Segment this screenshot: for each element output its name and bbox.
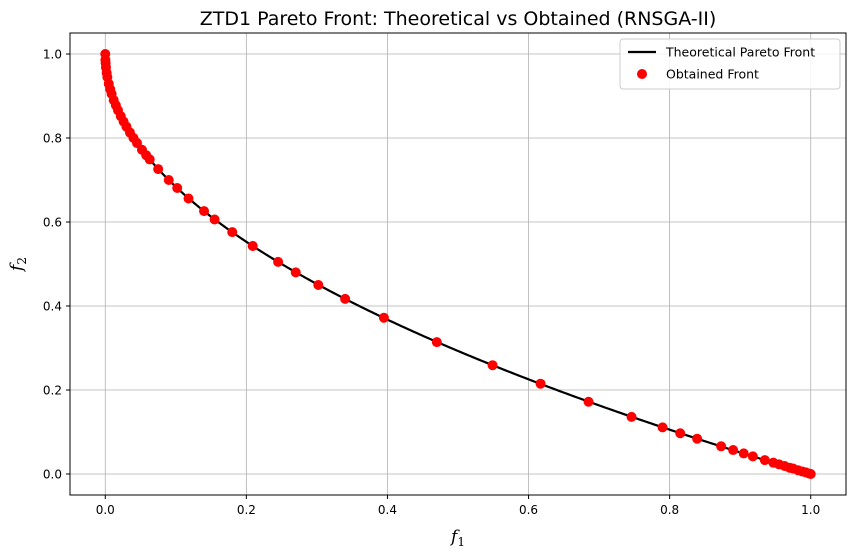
legend-label-obtained: Obtained Front (666, 67, 759, 82)
obtained-point (172, 182, 183, 193)
x-axis-ticks: 0.0 0.2 0.4 0.6 0.8 1.0 (96, 495, 820, 517)
x-tick-label: 0.6 (519, 503, 538, 517)
obtained-point (747, 451, 758, 462)
plot-area-frame (69, 32, 847, 496)
legend-label-theoretical: Theoretical Pareto Front (665, 45, 815, 60)
y-tick-label: 0.4 (43, 299, 62, 313)
x-axis-label: f1 (449, 527, 465, 549)
legend-marker-swatch (637, 69, 647, 79)
obtained-point (657, 422, 668, 433)
obtained-point (290, 267, 301, 278)
legend-box (619, 38, 841, 90)
y-axis-label-base: f (7, 262, 27, 273)
obtained-point (805, 469, 816, 479)
y-axis-label-subscript: 2 (15, 257, 29, 265)
obtained-point (153, 164, 164, 175)
obtained-point (716, 441, 727, 452)
obtained-point (431, 337, 442, 348)
x-axis-label-subscript: 1 (457, 535, 465, 549)
obtained-point (626, 411, 637, 422)
obtained-point (378, 312, 389, 323)
chart-title: ZTD1 Pareto Front: Theoretical vs Obtain… (200, 8, 717, 30)
y-axis-ticks: 0.0 0.2 0.4 0.6 0.8 1.0 (43, 47, 70, 481)
obtained-point (163, 175, 174, 185)
x-tick-label: 0.2 (237, 503, 256, 517)
x-tick-label: 1.0 (801, 503, 820, 517)
obtained-point (273, 256, 284, 267)
obtained-point (583, 396, 594, 407)
y-tick-label: 0.8 (43, 131, 62, 145)
obtained-point (313, 280, 324, 290)
x-axis-label-base: f (449, 527, 460, 547)
obtained-point (227, 227, 238, 238)
grid-lines (70, 33, 846, 495)
obtained-point (340, 293, 351, 304)
y-tick-label: 0.0 (43, 467, 62, 481)
obtained-point (535, 378, 546, 389)
x-tick-label: 0.0 (96, 503, 115, 517)
y-tick-label: 0.2 (43, 383, 62, 397)
obtained-point (199, 206, 210, 217)
obtained-front-series (100, 49, 816, 479)
y-tick-label: 1.0 (43, 47, 62, 61)
y-axis-label: f2 (7, 257, 29, 273)
obtained-point (728, 445, 739, 456)
obtained-point (209, 214, 220, 225)
obtained-point (183, 193, 194, 204)
x-tick-label: 0.8 (660, 503, 679, 517)
legend: Theoretical Pareto Front Obtained Front (619, 38, 841, 90)
obtained-point (144, 154, 155, 165)
obtained-point (738, 448, 749, 459)
obtained-point (675, 428, 686, 439)
obtained-point (247, 240, 258, 251)
y-tick-label: 0.6 (43, 215, 62, 229)
obtained-point (487, 360, 498, 371)
x-tick-label: 0.4 (378, 503, 397, 517)
obtained-point (692, 433, 703, 444)
obtained-point (759, 455, 770, 466)
